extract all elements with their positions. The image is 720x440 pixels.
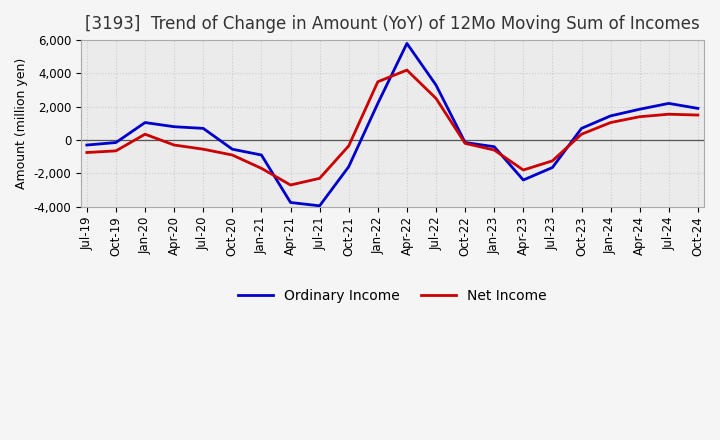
Ordinary Income (606, 113, 615, 118)
Ordinary Income (199, 126, 207, 131)
Net Income (606, 120, 615, 125)
Net Income (257, 166, 266, 171)
Ordinary Income (344, 164, 353, 169)
Ordinary Income (665, 101, 673, 106)
Y-axis label: Amount (million yen): Amount (million yen) (15, 58, 28, 189)
Ordinary Income (432, 82, 441, 88)
Line: Net Income: Net Income (87, 70, 698, 185)
Ordinary Income (490, 144, 498, 149)
Ordinary Income (693, 106, 702, 111)
Net Income (170, 143, 179, 148)
Net Income (665, 112, 673, 117)
Net Income (228, 152, 237, 158)
Net Income (140, 132, 149, 137)
Net Income (548, 158, 557, 164)
Ordinary Income (257, 152, 266, 158)
Net Income (287, 182, 295, 187)
Net Income (490, 147, 498, 153)
Net Income (461, 141, 469, 146)
Net Income (577, 132, 586, 137)
Legend: Ordinary Income, Net Income: Ordinary Income, Net Income (233, 283, 552, 308)
Net Income (693, 112, 702, 117)
Net Income (344, 143, 353, 149)
Net Income (432, 96, 441, 101)
Ordinary Income (83, 143, 91, 148)
Ordinary Income (287, 200, 295, 205)
Net Income (83, 150, 91, 155)
Net Income (402, 67, 411, 73)
Ordinary Income (577, 126, 586, 131)
Title: [3193]  Trend of Change in Amount (YoY) of 12Mo Moving Sum of Incomes: [3193] Trend of Change in Amount (YoY) o… (85, 15, 700, 33)
Ordinary Income (112, 140, 120, 145)
Ordinary Income (374, 101, 382, 106)
Ordinary Income (228, 147, 237, 152)
Ordinary Income (461, 140, 469, 145)
Ordinary Income (170, 124, 179, 129)
Net Income (112, 148, 120, 154)
Ordinary Income (635, 106, 644, 112)
Ordinary Income (402, 41, 411, 46)
Net Income (635, 114, 644, 119)
Ordinary Income (519, 177, 528, 183)
Ordinary Income (548, 165, 557, 170)
Net Income (315, 176, 324, 181)
Net Income (374, 79, 382, 84)
Ordinary Income (140, 120, 149, 125)
Ordinary Income (315, 203, 324, 209)
Line: Ordinary Income: Ordinary Income (87, 44, 698, 206)
Net Income (199, 147, 207, 152)
Net Income (519, 167, 528, 172)
